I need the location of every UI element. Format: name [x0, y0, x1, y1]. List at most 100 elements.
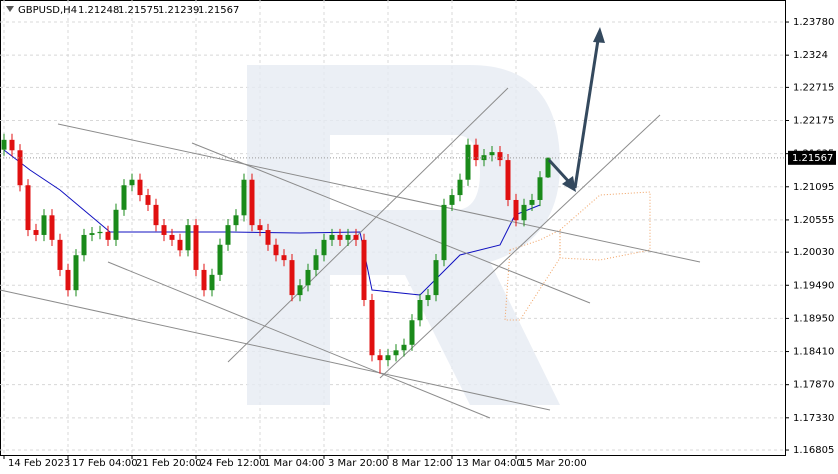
candle-body	[217, 244, 223, 275]
candle-body	[89, 233, 95, 235]
y-tick-label: 1.16805	[793, 445, 834, 456]
candle-body	[177, 239, 183, 251]
trend-line	[107, 261, 491, 419]
y-tick-label: 1.19490	[793, 280, 834, 291]
candle-body	[97, 231, 103, 234]
x-tick-label: 17 Feb 04:00	[72, 458, 138, 469]
candle-body	[457, 179, 463, 196]
x-tick-label: 14 Feb 2023	[8, 458, 70, 469]
candle-body	[121, 185, 127, 210]
candle-body	[537, 177, 543, 200]
ohlc-low: 1.21239	[158, 5, 199, 16]
candle-body	[273, 244, 279, 256]
trend-line	[227, 87, 509, 363]
x-tick-label: 8 Mar 12:00	[392, 458, 452, 469]
candle-body	[265, 230, 271, 245]
candle-body	[505, 160, 511, 200]
candle-body	[33, 230, 39, 235]
watermark	[247, 65, 560, 405]
candle-body	[129, 179, 135, 186]
ohlc-close: 1.21567	[198, 5, 239, 16]
candle-body	[297, 285, 303, 296]
candle-body	[385, 355, 391, 361]
candle-body	[73, 255, 79, 291]
candle-body	[305, 269, 311, 286]
y-tick-label: 1.22715	[793, 82, 834, 93]
candle-body	[209, 274, 215, 291]
candle-body	[521, 204, 527, 221]
x-tick-label: 21 Feb 20:00	[136, 458, 202, 469]
candle-body	[65, 269, 71, 291]
candle-body	[473, 144, 479, 161]
candle-body	[321, 239, 327, 256]
candle-body	[225, 225, 231, 245]
candle-body	[249, 179, 255, 226]
forecast-arrow	[547, 27, 605, 192]
candle-body	[81, 234, 87, 256]
candle-body	[41, 215, 47, 235]
candle-body	[241, 179, 247, 216]
symbol-title: GBPUSD,H4	[18, 5, 77, 16]
candle-body	[193, 225, 199, 270]
candle-body	[513, 199, 519, 221]
candle-body	[169, 234, 175, 240]
candle-body	[233, 215, 239, 226]
y-tick-label: 1.17870	[793, 380, 834, 391]
candle-body	[17, 150, 23, 186]
candle-body	[433, 260, 439, 296]
candle-body	[441, 204, 447, 261]
trend-line	[0, 289, 551, 411]
candle-body	[49, 215, 55, 240]
candle-body	[105, 231, 111, 240]
menu-icon[interactable]	[6, 6, 14, 12]
trend-line	[379, 114, 661, 379]
candle-body	[185, 225, 191, 251]
candle-body	[9, 139, 15, 151]
ohlc-open: 1.21248	[78, 5, 119, 16]
candle-body	[465, 144, 471, 180]
candle-body	[529, 199, 535, 205]
y-tick-label: 1.17330	[793, 413, 834, 424]
candle-body	[1, 139, 7, 150]
candle-body	[545, 157, 551, 178]
candle-body	[153, 204, 159, 226]
y-tick-label: 1.18950	[793, 313, 834, 324]
candle-body	[289, 260, 295, 296]
candle-body	[361, 239, 367, 300]
y-tick-label: 1.22175	[793, 116, 834, 127]
trend-line	[57, 123, 701, 263]
y-tick-label: 1.23780	[793, 17, 834, 28]
x-tick-label: 15 Mar 20:00	[520, 458, 587, 469]
base-line	[3, 149, 541, 296]
candle-body	[449, 195, 455, 205]
candle-body	[409, 320, 415, 345]
y-tick-label: 1.18410	[793, 347, 834, 358]
candle-body	[145, 195, 151, 205]
cloud	[504, 229, 561, 321]
trend-line	[191, 142, 591, 304]
candle-body	[113, 209, 119, 240]
x-tick-label: 1 Mar 04:00	[264, 458, 324, 469]
candle-body	[345, 234, 351, 240]
candles	[1, 133, 551, 374]
candle-body	[313, 255, 319, 270]
candle-body	[57, 239, 63, 270]
candle-body	[401, 344, 407, 351]
candle-body	[417, 299, 423, 321]
candle-body	[337, 234, 343, 240]
x-tick-label: 24 Feb 12:00	[200, 458, 266, 469]
candle-body	[329, 234, 335, 240]
candle-body	[137, 179, 143, 196]
y-tick-label: 1.20555	[793, 215, 834, 226]
ohlc-high: 1.21575	[118, 5, 159, 16]
price-label-bg	[788, 150, 836, 165]
candle-body	[353, 234, 359, 240]
y-tick-label: 1.20030	[793, 247, 834, 258]
candle-body	[281, 255, 287, 261]
candle-body	[497, 152, 503, 161]
candle-body	[201, 269, 207, 291]
y-tick-label: 1.21095	[793, 182, 834, 193]
price-label: 1.21567	[792, 153, 833, 164]
candle-body	[257, 225, 263, 231]
candle-body	[425, 295, 431, 300]
